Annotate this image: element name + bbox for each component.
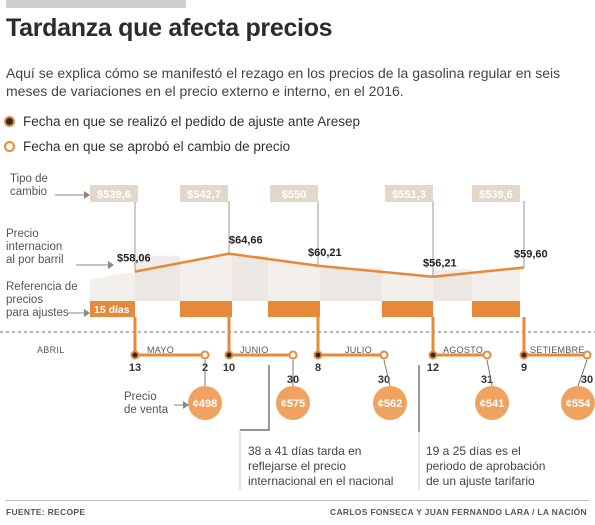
exchange-rate-label-2: cambio (10, 186, 47, 198)
exchange-box-3 (270, 185, 318, 202)
approval-day-3: 30 (378, 374, 390, 386)
exchange-value-4: $551,3 (392, 189, 426, 201)
exchange-value-5: $539,6 (479, 189, 513, 201)
lag-annotation-1: 38 a 41 días tarda en (248, 444, 361, 458)
source-label: FUENTE: RECOPE (6, 507, 86, 517)
sale-connector-4 (486, 359, 493, 387)
month-label-6: SETIEMBRE (530, 345, 585, 355)
top-bar (6, 0, 186, 8)
request-day-5: 9 (521, 362, 527, 374)
credits-label: CARLOS FONSECA Y JUAN FERNANDO LARA / LA… (330, 507, 587, 517)
intl-arrow-icon (108, 261, 114, 269)
reference-block-3 (268, 301, 320, 317)
request-day-4: 12 (427, 362, 439, 374)
filled-dot-icon (4, 116, 15, 127)
month-label-2: MAYO (147, 345, 174, 355)
fifteen-days-label: 15 días (94, 304, 130, 316)
exchange-value-1: $539,6 (97, 189, 131, 201)
sale-price-circle-4 (475, 386, 509, 420)
subtitle: Aquí se explica cómo se manifestó el rez… (6, 65, 561, 99)
reference-block-1 (90, 301, 135, 317)
intl-price-axis-label-1: Precio (6, 228, 39, 240)
intl-price-label-2: $64,66 (229, 235, 263, 247)
sale-price-4: ¢541 (480, 398, 504, 410)
price-band (90, 253, 524, 301)
reference-arrow-icon (84, 309, 90, 317)
legend-approved-label: Fecha en que se aprobó el cambio de prec… (23, 139, 291, 154)
request-day-3: 8 (315, 362, 321, 374)
exchange-box-5 (472, 185, 520, 202)
exchange-box-4 (385, 185, 433, 202)
month-label-3: JUNIO (240, 345, 269, 355)
exchange-rate-label-1: Tipo de (10, 173, 48, 185)
approval-marker-4 (482, 350, 492, 360)
sale-price-5: ¢554 (566, 398, 591, 410)
sale-arrow-icon (183, 401, 189, 409)
request-day-2: 10 (223, 362, 235, 374)
legend-approved: Fecha en que se aprobó el cambio de prec… (4, 139, 290, 154)
sale-price-circle-1 (188, 386, 222, 420)
approval-marker-1 (200, 350, 210, 360)
sale-price-label-1: Precio (124, 391, 157, 403)
request-marker-5 (519, 350, 529, 360)
band-shade-3 (320, 267, 382, 301)
approval-marker-3 (379, 350, 389, 360)
month-label-5: AGOSTO (443, 345, 483, 355)
request-marker-3 (313, 350, 323, 360)
approval-annotation-3: de un ajuste tarifario (426, 474, 535, 488)
lag-annotation-2: reflejarse el precio (248, 459, 346, 473)
month-label-4: JULIO (345, 345, 372, 355)
footer-divider (6, 500, 589, 501)
exchange-arrow-icon (84, 191, 90, 199)
reference-label-1: Referencia de (6, 281, 78, 293)
sale-price-circle-2 (276, 386, 310, 420)
reference-label-2: precios (6, 294, 43, 306)
approval-marker-2 (288, 350, 298, 360)
legend-requested-label: Fecha en que se realizó el pedido de aju… (23, 114, 360, 129)
approval-annotation-1: 19 a 25 días es el (426, 444, 521, 458)
sale-price-circle-3 (373, 386, 407, 420)
intl-price-label-4: $56,21 (423, 258, 457, 270)
exchange-value-3: $550 (282, 189, 306, 201)
exchange-box-2 (180, 185, 228, 202)
lag-annotation-3: internacional en el nacional (248, 474, 393, 488)
open-dot-icon (4, 141, 15, 152)
sale-price-circle-5 (561, 386, 595, 420)
band-shade-2 (232, 255, 268, 301)
timeline-chart: 15 días ABRIL MAYO JUNIO JULIO AGOSTO SETIEMBR… (0, 173, 595, 490)
intl-price-axis-label-2: internacion (6, 241, 62, 253)
approval-marker-5 (582, 350, 592, 360)
sale-connector-5 (577, 359, 588, 387)
request-marker-2 (224, 350, 234, 360)
exchange-value-2: $542,7 (187, 189, 221, 201)
approval-annotation-2: periodo de aprobación (426, 459, 545, 473)
legend-requested: Fecha en que se realizó el pedido de aju… (4, 114, 360, 129)
lag-bracket (240, 365, 270, 431)
sale-price-2: ¢575 (281, 398, 305, 410)
sale-price-1: ¢498 (193, 398, 217, 410)
intl-price-axis-label-3: al por barril (6, 254, 64, 266)
intl-price-label-3: $60,21 (308, 247, 342, 259)
intl-price-label-1: $58,06 (117, 253, 151, 265)
reference-block-5 (472, 301, 520, 317)
sale-price-label-2: de venta (124, 404, 169, 416)
approval-day-5: 30 (581, 374, 593, 386)
reference-block-2 (180, 301, 232, 317)
month-label-1: ABRIL (37, 345, 65, 355)
exchange-box-1 (90, 185, 138, 202)
request-marker-4 (428, 350, 438, 360)
page-title: Tardanza que afecta precios (6, 14, 333, 42)
sale-connector-3 (383, 359, 391, 387)
reference-label-3: para ajustes (6, 307, 69, 319)
request-day-1: 13 (129, 362, 141, 374)
reference-block-4 (382, 301, 433, 317)
intl-price-label-5: $59,60 (514, 248, 548, 260)
sale-price-3: ¢562 (378, 398, 402, 410)
request-marker-1 (130, 350, 140, 360)
